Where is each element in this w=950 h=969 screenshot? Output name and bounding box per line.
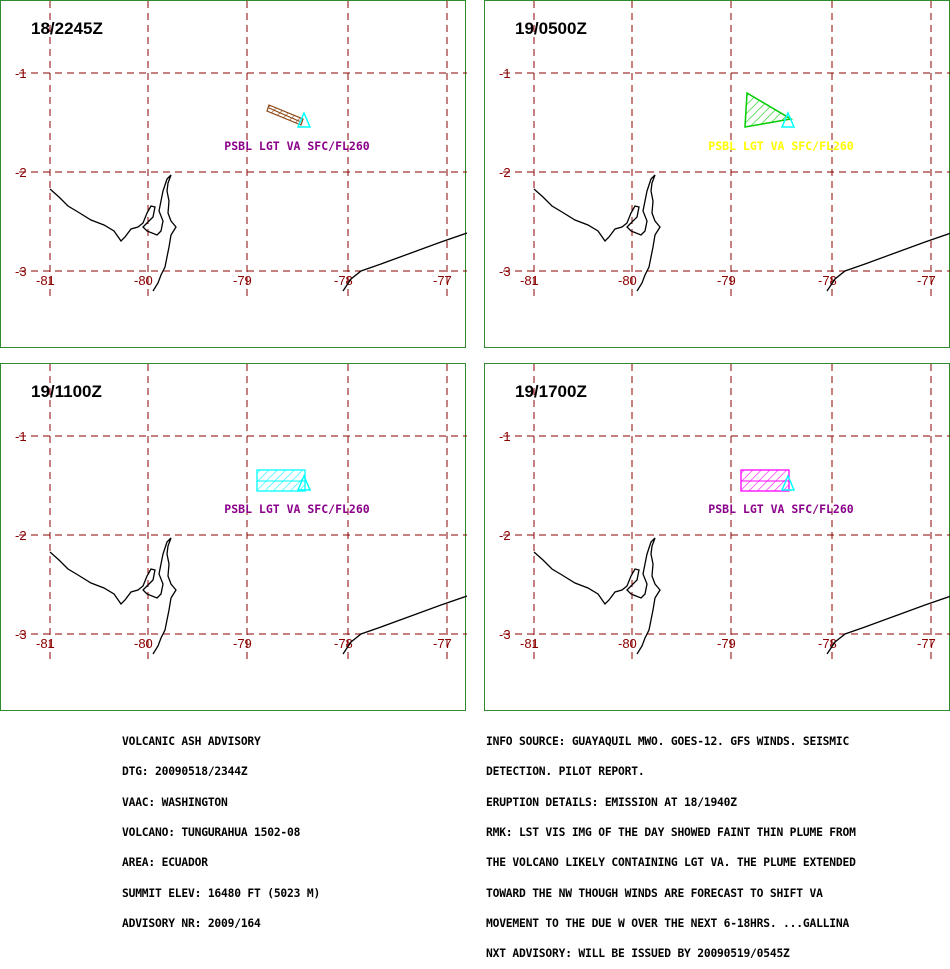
coastline [49, 174, 177, 292]
remarks-line: DETECTION. PILOT REPORT. [486, 765, 645, 779]
advisory-line: VAAC: WASHINGTON [122, 795, 228, 809]
ash-plume-line [268, 107, 302, 123]
lat-label: -1 [499, 66, 511, 81]
advisory-line: DTG: 20090518/2344Z [122, 765, 248, 779]
lat-label: -3 [499, 264, 511, 279]
panel-time-1: 18/2245Z [31, 19, 103, 38]
volcano-icon [780, 111, 796, 128]
map-panel-1: -1 -2 -3 -81 -80 -79 -78 -77 PSBL LGT VA SFC/FL2… [0, 0, 467, 348]
remarks-line: THE VOLCANO LIKELY CONTAINING LGT VA. TH… [486, 856, 856, 870]
advisory-remarks-text: INFO SOURCE: GUAYAQUIL MWO. GOES-12. GFS… [486, 717, 856, 969]
panel-time-3: 19/1100Z [31, 382, 102, 401]
coastline [49, 537, 177, 655]
border-line [826, 595, 950, 655]
lon-label: -79 [233, 273, 252, 288]
volcano-icon [780, 474, 796, 491]
ash-label: PSBL LGT VA SFC/FL260 [708, 502, 853, 516]
advisory-line: VOLCANO: TUNGURAHUA 1502-08 [122, 826, 301, 840]
remarks-line: INFO SOURCE: GUAYAQUIL MWO. GOES-12. GFS… [486, 735, 850, 749]
lon-label: -81 [36, 273, 55, 288]
lon-label: -81 [520, 636, 539, 651]
ash-label: PSBL LGT VA SFC/FL260 [224, 139, 369, 153]
lon-label: -79 [717, 636, 736, 651]
border-line [342, 232, 467, 292]
volcano-icon [296, 474, 312, 491]
lat-label: -3 [499, 627, 511, 642]
remarks-line: NXT ADVISORY: WILL BE ISSUED BY 20090519… [486, 947, 790, 961]
map-panel-4: -1 -2 -3 -81 -80 -79 -78 -77 PSBL LGT VA SFC/FL2… [484, 363, 950, 711]
lon-label: -80 [618, 636, 637, 651]
lat-label: -3 [15, 627, 27, 642]
remarks-line: MOVEMENT TO THE DUE W OVER THE NEXT 6-18… [486, 916, 850, 930]
lon-label: -81 [520, 273, 539, 288]
map-panel-3: -1 -2 -3 -81 -80 -79 -78 -77 PSBL LGT VA SFC/FL2… [0, 363, 467, 711]
border-line [342, 595, 467, 655]
ash-forecast-area [744, 91, 794, 128]
advisory-line: AREA: ECUADOR [122, 856, 208, 870]
lon-label: -79 [233, 636, 252, 651]
lon-label: -80 [134, 273, 153, 288]
lat-label: -2 [499, 528, 511, 543]
border-line [826, 232, 950, 292]
lat-label: -2 [499, 165, 511, 180]
lon-label: -80 [134, 636, 153, 651]
remarks-line: ERUPTION DETAILS: EMISSION AT 18/1940Z [486, 795, 737, 809]
lon-label: -77 [433, 636, 452, 651]
lat-label: -1 [499, 429, 511, 444]
lon-label: -81 [36, 636, 55, 651]
lat-label: -2 [15, 528, 27, 543]
remarks-line: TOWARD THE NW THOUGH WINDS ARE FORECAST … [486, 886, 823, 900]
lon-label: -77 [433, 273, 452, 288]
ash-label: PSBL LGT VA SFC/FL260 [224, 502, 369, 516]
panel-time-2: 19/0500Z [515, 19, 587, 38]
lat-label: -1 [15, 66, 27, 81]
lat-label: -3 [15, 264, 27, 279]
advisory-line: SUMMIT ELEV: 16480 FT (5023 M) [122, 886, 321, 900]
coastline [533, 537, 661, 655]
advisory-line: VOLCANIC ASH ADVISORY [122, 735, 261, 749]
map-panel-2: -1 -2 -3 -81 -80 -79 -78 -77 PSBL LGT VA SFC/FL2… [484, 0, 950, 348]
advisory-header-text: VOLCANIC ASH ADVISORY DTG: 20090518/2344… [122, 717, 320, 939]
ash-label: PSBL LGT VA SFC/FL260 [708, 139, 853, 153]
lon-label: -77 [917, 273, 936, 288]
remarks-line: RMK: LST VIS IMG OF THE DAY SHOWED FAINT… [486, 826, 856, 840]
coastline [533, 174, 661, 292]
panel-time-4: 19/1700Z [515, 382, 587, 401]
lon-label: -79 [717, 273, 736, 288]
volcano-icon [296, 111, 312, 128]
advisory-line: ADVISORY NR: 2009/164 [122, 916, 261, 930]
lon-label: -77 [917, 636, 936, 651]
lon-label: -80 [618, 273, 637, 288]
lat-label: -1 [15, 429, 27, 444]
lat-label: -2 [15, 165, 27, 180]
